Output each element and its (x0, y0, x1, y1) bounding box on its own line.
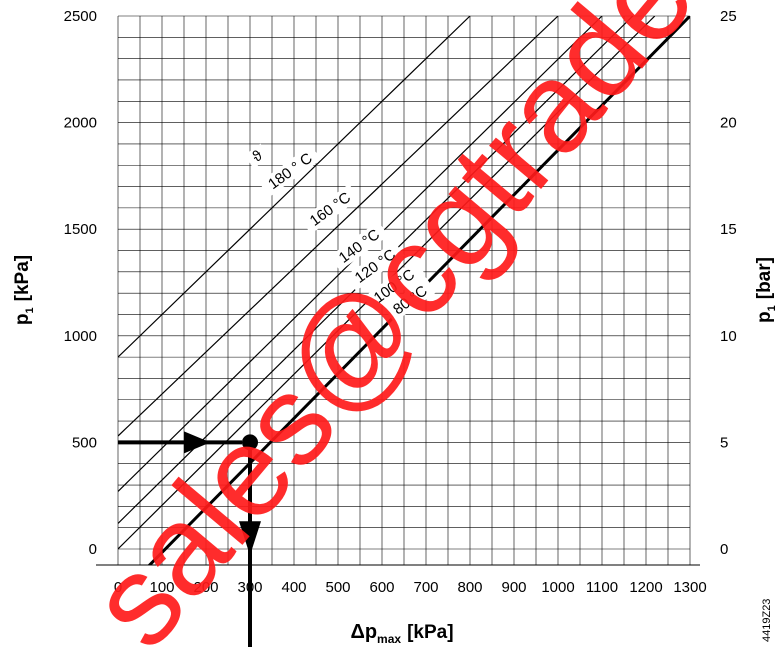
x-axis-title-sub: max (377, 632, 401, 646)
x-tick-label: 700 (413, 579, 438, 596)
y-tick-label-right: 25 (720, 8, 737, 25)
x-tick-label: 1200 (629, 579, 662, 596)
series-line (118, 16, 559, 437)
y-tick-label-right: 20 (720, 115, 737, 132)
x-tick-label: 500 (325, 579, 350, 596)
example-point (242, 434, 258, 451)
series-label-160: 160 °C (307, 189, 354, 230)
x-tick-label: 200 (193, 579, 218, 596)
x-axis-title-symbol: Δp (350, 621, 377, 643)
series-line (118, 16, 471, 358)
x-tick-label: 600 (369, 579, 394, 596)
left-axis-title-sub: 1 (24, 307, 36, 313)
right-axis-title-sub: 1 (766, 305, 777, 311)
y-tick-label-right: 0 (720, 541, 728, 558)
y-tick-label-left: 1000 (64, 328, 97, 345)
series-label-160-group: 160 °C (300, 184, 360, 234)
y-tick-label-left: 2500 (64, 8, 97, 25)
y-tick-label-left: 0 (89, 541, 97, 558)
example-reading (118, 431, 261, 647)
series-label-180-group: 180 ° C (258, 144, 322, 198)
x-tick-label: 400 (281, 579, 306, 596)
right-axis-title-unit: [bar] (754, 257, 775, 299)
x-axis-title: Δpmax [kPa] (350, 621, 453, 646)
left-axis-title-symbol: p (12, 313, 33, 325)
left-axis-title: p1 [kPa] (12, 255, 36, 325)
y-tick-label-right: 10 (720, 328, 737, 345)
y-tick-label-right: 5 (720, 434, 728, 451)
y-tick-label-left: 500 (72, 434, 97, 451)
x-tick-label: 800 (457, 579, 482, 596)
figure-id: 4419Z23 (761, 599, 773, 642)
x-tick-label: 1100 (586, 579, 618, 596)
y-tick-label-left: 1500 (64, 221, 97, 238)
x-tick-label: 900 (501, 579, 526, 596)
x-axis-title-unit: [kPa] (407, 622, 453, 643)
tick-labels: 0100200300400500600700800900100011001200… (64, 8, 737, 596)
y-tick-label-left: 2000 (64, 115, 97, 132)
temperature-symbol-group: ϑ (244, 143, 270, 169)
left-axis-title-unit: [kPa] (12, 255, 33, 301)
x-tick-label: 100 (149, 579, 174, 596)
x-tick-label: 0 (114, 579, 122, 596)
x-tick-label: 1000 (541, 579, 574, 596)
x-tick-label: 1300 (673, 579, 706, 596)
y-tick-label-right: 15 (720, 221, 737, 238)
right-axis-title: p1 [bar] (754, 257, 777, 323)
right-axis-title-symbol: p (754, 311, 775, 323)
example-arrow-right (184, 431, 211, 454)
example-arrow-down (239, 521, 261, 556)
